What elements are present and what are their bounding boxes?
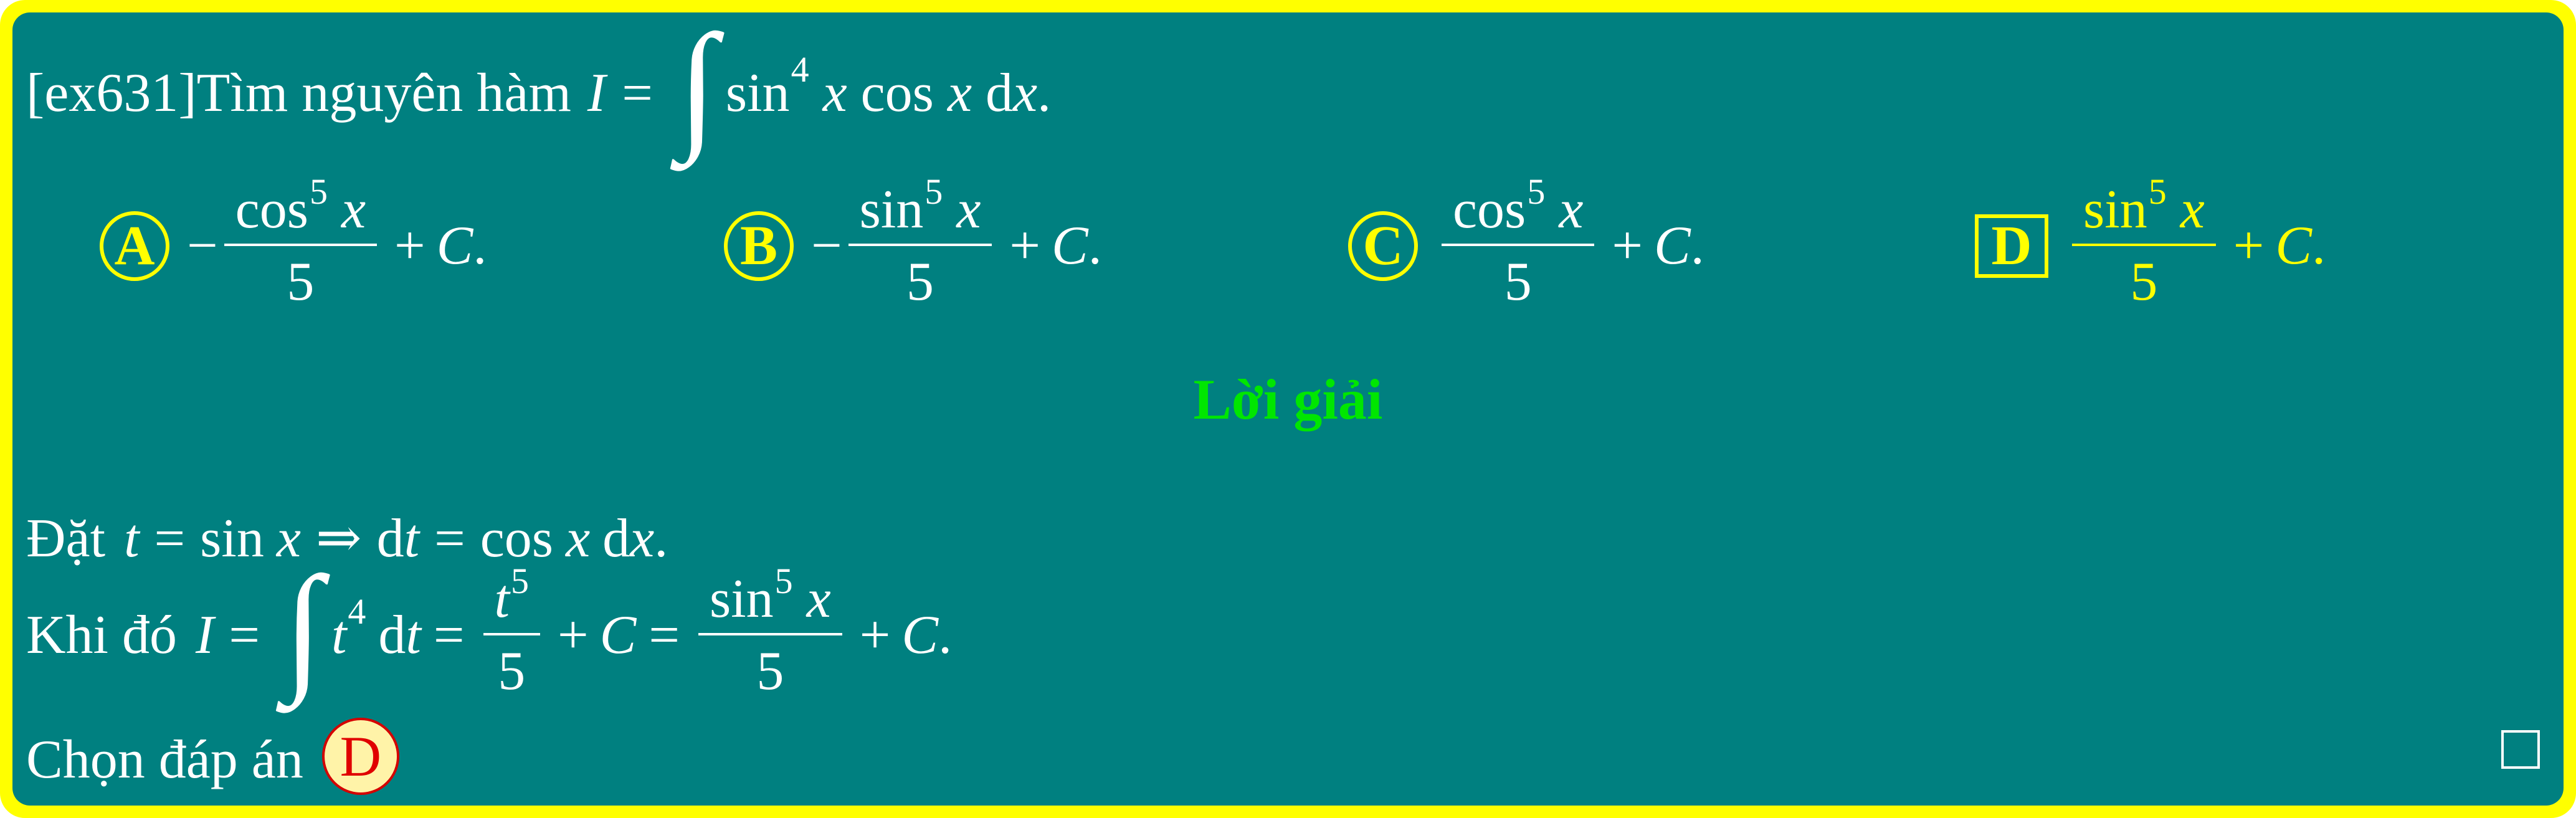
option-c-fraction: cos5 x 5: [1442, 173, 1595, 312]
solution-fraction-2: sin5 x 5: [698, 562, 842, 701]
option-b-marker: B: [724, 211, 794, 281]
option-d-marker: D: [1975, 214, 2048, 278]
option-d-fraction: sin5 x 5: [2072, 173, 2216, 312]
answer-badge: D: [321, 718, 399, 795]
integral-sign: ∫: [677, 5, 717, 164]
option-b[interactable]: B − sin5 x 5 + C.: [724, 171, 1102, 321]
integral-sign-solution: ∫: [283, 547, 323, 706]
question-line: [ex631] Tìm nguyên hàm I = ∫ sin 4 x cos …: [26, 5, 1052, 164]
solution-heading: Lời giải: [1193, 368, 1383, 431]
solution-fraction-1: t5 5: [483, 562, 540, 701]
option-a-fraction: cos5 x 5: [224, 173, 378, 312]
option-d[interactable]: D sin5 x 5 + C.: [1975, 171, 2326, 321]
question-id: [ex631]: [26, 63, 197, 123]
option-c-marker: C: [1348, 211, 1418, 281]
option-c[interactable]: C cos5 x 5 + C.: [1348, 171, 1704, 321]
option-b-fraction: sin5 x 5: [848, 173, 992, 312]
option-a-marker: A: [100, 211, 169, 281]
solution-line-3: Chọn đáp án D: [26, 718, 399, 801]
qed-square: [2501, 730, 2540, 769]
card-panel: [ex631] Tìm nguyên hàm I = ∫ sin 4 x cos …: [12, 12, 2564, 806]
question-prompt: Tìm nguyên hàm: [196, 63, 571, 123]
option-a[interactable]: A − cos5 x 5 + C.: [100, 171, 487, 321]
